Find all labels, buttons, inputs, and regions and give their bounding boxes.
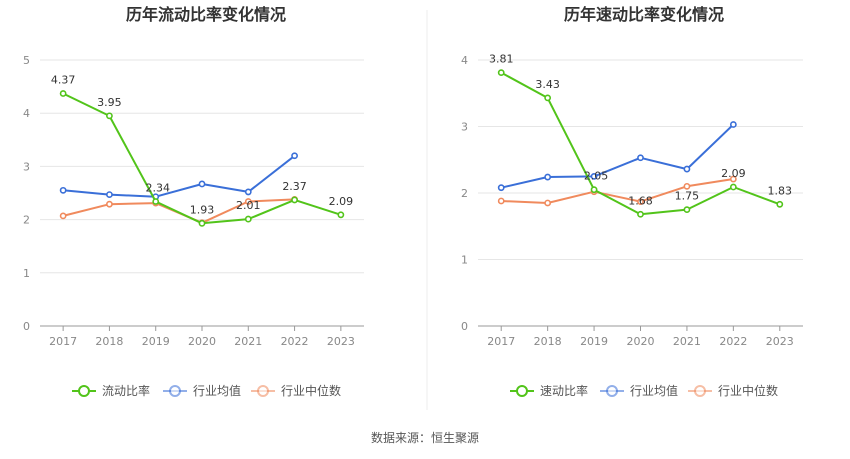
x-tick-label: 2023 [327, 335, 355, 348]
x-tick-label: 2020 [188, 335, 216, 348]
data-label: 1.68 [628, 194, 653, 207]
series-line [500, 123, 735, 189]
chart-panel-current-ratio: 历年流动比率变化情况 0 1 2 3 4 5 2017 2018 2019 2020 2021 2022… [23, 5, 364, 398]
legend-label: 行业中位数 [718, 383, 778, 398]
x-tick-label: 2021 [234, 335, 262, 348]
data-point [497, 197, 505, 205]
data-point [244, 198, 252, 205]
data-point [291, 196, 298, 204]
data-point [590, 172, 598, 180]
data-point [729, 175, 737, 183]
x-tick-label: 2018 [534, 335, 562, 348]
legend-label: 行业中位数 [281, 383, 341, 398]
x-tick-label: 2022 [719, 335, 747, 348]
data-point [59, 90, 67, 97]
legend-label: 行业均值 [193, 383, 241, 398]
data-point [106, 200, 113, 208]
data-point [683, 206, 691, 214]
x-tick-label: 2023 [766, 335, 794, 348]
legend-swatch-marker [257, 385, 269, 397]
data-label: 3.81 [489, 53, 514, 66]
data-point [544, 173, 552, 181]
data-point [244, 188, 252, 196]
x-tick-label: 2019 [142, 335, 170, 348]
data-point [59, 186, 67, 194]
legend-label: 行业均值 [630, 383, 678, 398]
legend-item[interactable]: 行业中位数 [688, 383, 778, 398]
data-point [590, 186, 598, 194]
data-point [729, 183, 737, 191]
series-line [63, 155, 296, 198]
y-tick-label: 4 [23, 107, 30, 120]
x-tick-label: 2017 [487, 335, 515, 348]
data-point [544, 94, 552, 102]
legend-swatch-marker [606, 385, 618, 397]
legend-label: 流动比率 [102, 383, 150, 398]
y-tick-label: 0 [23, 320, 30, 333]
data-label: 1.93 [190, 203, 215, 216]
chart-title: 历年流动比率变化情况 [126, 5, 286, 24]
legend-label: 速动比率 [540, 383, 588, 398]
data-point [337, 211, 345, 219]
x-tick-label: 2017 [49, 335, 77, 348]
data-point [106, 112, 113, 120]
data-label: 2.01 [236, 199, 261, 212]
legend-item[interactable]: 流动比率 [72, 383, 150, 398]
data-point [152, 198, 160, 205]
source-note: 数据来源：恒生聚源 [371, 430, 479, 445]
data-point [683, 165, 691, 173]
data-label: 4.37 [51, 74, 76, 87]
y-tick-label: 2 [23, 214, 30, 227]
data-point [59, 212, 67, 220]
y-tick-label: 2 [461, 187, 468, 200]
legend-item[interactable]: 速动比率 [510, 383, 588, 398]
y-tick-label: 3 [461, 121, 468, 134]
y-tick-label: 5 [23, 54, 30, 67]
legend-item[interactable]: 行业中位数 [251, 383, 341, 398]
data-point [244, 215, 252, 223]
legend-swatch-marker [516, 385, 528, 397]
y-tick-label: 0 [461, 320, 468, 333]
y-tick-label: 3 [23, 160, 30, 173]
data-point [291, 152, 298, 160]
chart-panel-quick-ratio: 历年速动比率变化情况 0 1 2 3 4 2017 2018 2019 2020 2021 2022 2… [461, 5, 803, 398]
legend-swatch-marker [78, 385, 90, 397]
x-tick-label: 2018 [95, 335, 123, 348]
data-label: 3.43 [535, 78, 560, 91]
data-point [497, 69, 505, 77]
data-label: 3.95 [97, 96, 122, 109]
data-label: 2.09 [721, 167, 746, 180]
data-point [106, 191, 113, 198]
data-point [198, 180, 206, 188]
data-point [683, 182, 691, 190]
x-tick-label: 2019 [580, 335, 608, 348]
data-point [637, 198, 644, 206]
data-point [637, 210, 644, 218]
data-label: 2.05 [584, 170, 609, 183]
data-point [776, 200, 784, 208]
x-tick-label: 2021 [673, 335, 701, 348]
data-label: 1.75 [675, 190, 700, 203]
series-line [501, 178, 734, 204]
chart-title: 历年速动比率变化情况 [564, 5, 724, 24]
y-tick-label: 1 [461, 254, 468, 267]
legend-item[interactable]: 行业均值 [163, 383, 241, 398]
data-point [544, 199, 552, 207]
data-point [637, 154, 644, 162]
y-tick-label: 1 [23, 267, 30, 280]
legend-item[interactable]: 行业均值 [600, 383, 678, 398]
legend-swatch-marker [169, 385, 181, 397]
y-tick-label: 4 [461, 54, 468, 67]
data-point [198, 219, 206, 227]
data-label: 2.09 [329, 195, 354, 208]
data-label: 2.37 [282, 180, 307, 193]
x-tick-label: 2022 [281, 335, 309, 348]
data-point [729, 121, 737, 128]
x-tick-label: 2020 [627, 335, 655, 348]
data-point [497, 184, 505, 192]
legend-swatch-marker [694, 385, 706, 397]
data-label: 2.34 [145, 182, 170, 195]
data-label: 1.83 [768, 184, 793, 197]
